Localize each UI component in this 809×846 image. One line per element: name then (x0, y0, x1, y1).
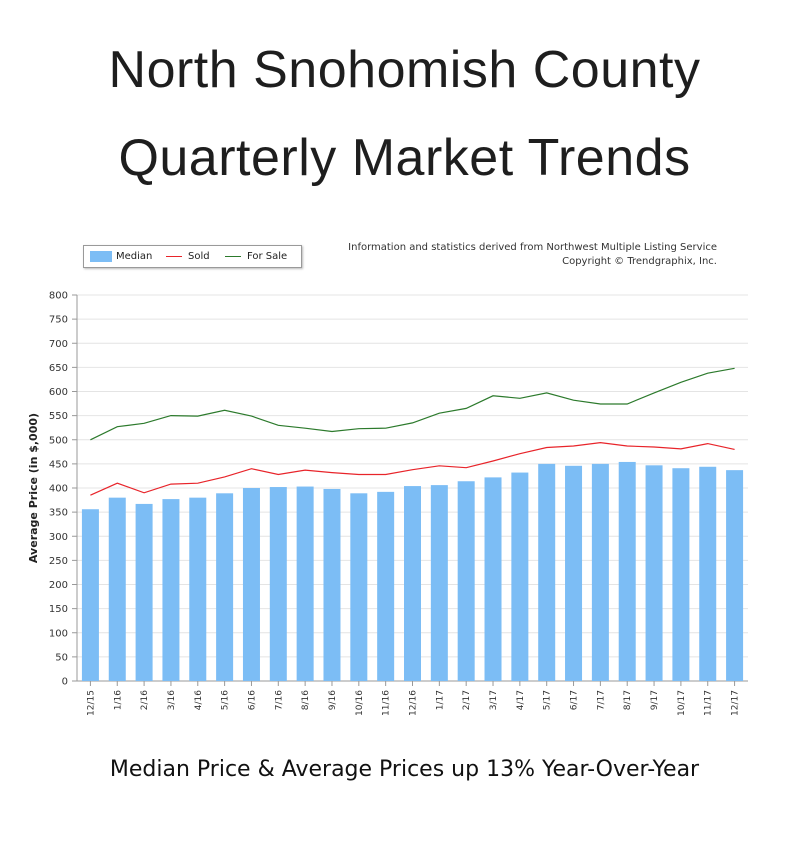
x-tick-label: 9/16 (328, 690, 338, 710)
x-tick-label: 9/17 (650, 690, 660, 710)
legend-item-for-sale: For Sale (225, 250, 287, 263)
copyright-credit: Copyright © Trendgraphix, Inc. (562, 256, 717, 267)
median-bar (108, 497, 126, 681)
median-bar (484, 477, 502, 681)
x-tick-label: 12/17 (731, 690, 741, 716)
y-tick-label: 550 (49, 411, 68, 422)
legend-label-for-sale: For Sale (247, 251, 288, 262)
legend-item-median: Median (90, 250, 152, 263)
median-bar (726, 470, 744, 681)
sold-line (90, 441, 735, 496)
median-bar (242, 488, 260, 681)
legend-swatch-median (90, 251, 112, 262)
y-tick-label: 500 (49, 435, 68, 446)
median-bar (296, 486, 314, 681)
median-bar (323, 488, 341, 681)
median-bar (404, 486, 421, 681)
legend-label-sold: Sold (188, 251, 210, 262)
y-tick-label: 800 (49, 291, 68, 302)
x-tick-label: 3/16 (167, 690, 177, 710)
median-bar (350, 493, 368, 681)
x-tick-label: 7/16 (274, 690, 284, 710)
median-bar (216, 493, 234, 681)
y-tick-label: 750 (49, 315, 68, 326)
x-tick-label: 4/17 (516, 690, 526, 710)
y-tick-label: 150 (49, 604, 68, 615)
y-tick-label: 50 (55, 652, 68, 663)
x-tick-label: 11/16 (382, 690, 392, 716)
x-tick-label: 12/15 (86, 690, 96, 716)
x-tick-label: 10/16 (355, 690, 365, 716)
y-tick-label: 200 (49, 580, 68, 591)
x-tick-label: 3/17 (489, 690, 499, 710)
x-tick-label: 5/17 (543, 690, 553, 710)
median-bar (672, 468, 690, 681)
x-tick-label: 2/16 (140, 690, 150, 710)
x-tick-label: 7/17 (596, 690, 606, 710)
x-tick-label: 12/16 (409, 690, 419, 716)
source-credit: Information and statistics derived from … (348, 242, 717, 253)
median-bar (377, 491, 395, 681)
x-tick-label: 1/17 (435, 690, 445, 710)
for-sale-line (90, 367, 735, 441)
chart-legend: Median Sold For Sale (83, 245, 302, 268)
legend-swatch-for-sale (225, 256, 241, 257)
median-bar (591, 463, 609, 681)
x-tick-label: 11/17 (704, 690, 714, 716)
y-tick-label: 600 (49, 387, 68, 398)
median-bar (189, 497, 207, 681)
median-bar (430, 485, 448, 681)
x-tick-label: 6/16 (247, 690, 257, 710)
legend-item-sold: Sold (166, 250, 210, 263)
page-title-line2: Quarterly Market Trends (118, 129, 691, 187)
x-tick-label: 1/16 (113, 690, 123, 710)
median-bar (538, 463, 556, 681)
median-bar (565, 465, 583, 681)
median-bar (457, 481, 475, 681)
median-bar (269, 487, 287, 681)
median-bar (699, 466, 717, 681)
y-tick-label: 700 (49, 339, 68, 350)
median-bar (162, 499, 180, 681)
x-tick-label: 2/17 (462, 690, 472, 710)
x-tick-label: 8/17 (623, 690, 633, 710)
y-tick-label: 250 (49, 556, 68, 567)
x-tick-label: 5/16 (221, 690, 231, 710)
legend-swatch-sold (166, 256, 182, 257)
x-tick-label: 4/16 (194, 690, 204, 710)
y-tick-label: 0 (62, 677, 68, 688)
y-axis-title: Average Price (in $,000) (27, 413, 40, 563)
y-tick-label: 650 (49, 363, 68, 374)
median-bar (645, 465, 663, 681)
median-bar (511, 472, 529, 681)
x-tick-label: 6/17 (570, 690, 580, 710)
x-tick-label: 10/17 (677, 690, 687, 716)
y-tick-label: 300 (49, 532, 68, 543)
x-tick-label: 8/16 (301, 690, 311, 710)
y-tick-label: 450 (49, 459, 68, 470)
y-tick-label: 100 (49, 628, 68, 639)
y-tick-label: 350 (49, 508, 68, 519)
median-bar (618, 461, 636, 681)
page-title-line1: North Snohomish County (108, 41, 701, 99)
chart-caption: Median Price & Average Prices up 13% Yea… (109, 757, 700, 782)
median-bar (81, 509, 99, 681)
legend-label-median: Median (116, 251, 153, 262)
y-tick-label: 400 (49, 484, 68, 495)
median-bar (135, 503, 153, 681)
